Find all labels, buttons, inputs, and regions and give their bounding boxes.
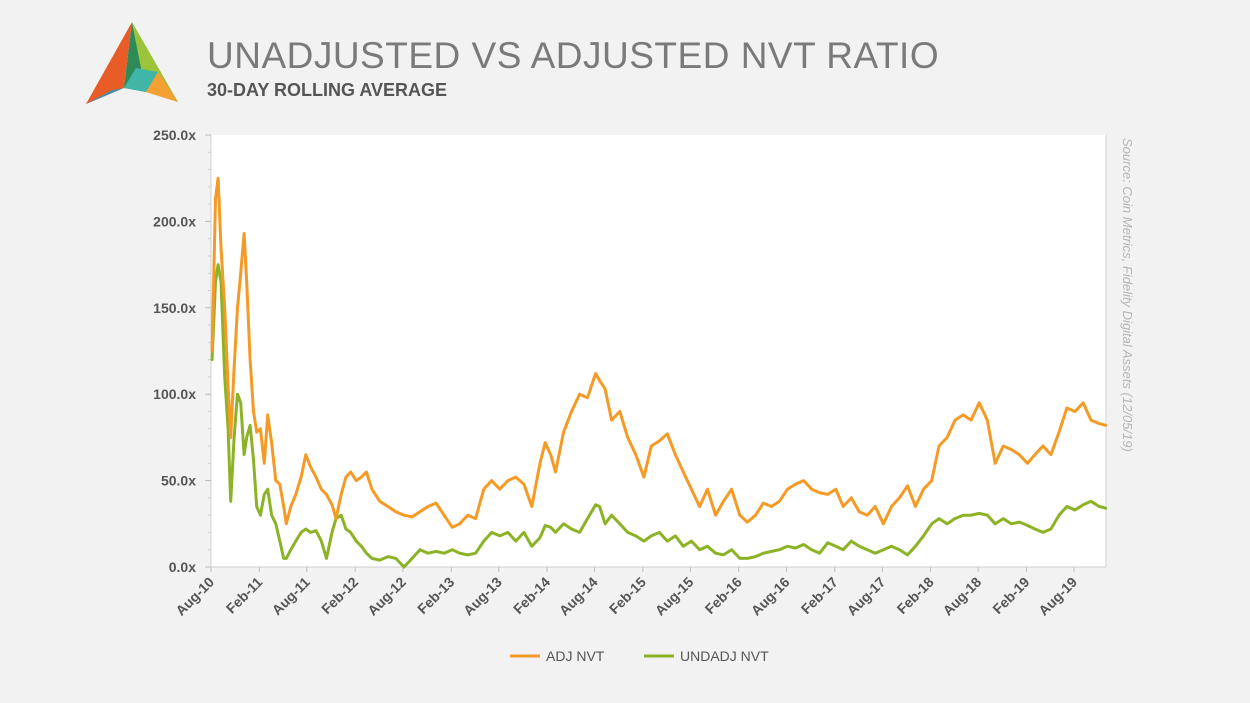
plot-area xyxy=(211,135,1106,567)
x-tick-label: Aug-17 xyxy=(844,574,889,619)
x-tick-label: Feb-11 xyxy=(223,574,266,617)
y-tick-label: 200.0x xyxy=(153,213,196,229)
y-tick-label: 150.0x xyxy=(153,300,196,316)
x-tick-label: Aug-10 xyxy=(172,574,217,619)
x-tick-label: Aug-14 xyxy=(556,574,601,619)
y-tick-label: 250.0x xyxy=(153,127,196,143)
y-tick-label: 50.0x xyxy=(161,473,196,489)
x-tick-label: Feb-15 xyxy=(606,574,649,617)
x-tick-label: Feb-17 xyxy=(798,574,841,617)
x-tick-label: Feb-16 xyxy=(702,574,745,617)
y-tick-label: 0.0x xyxy=(169,559,196,575)
adj-nvt-line xyxy=(210,176,1108,529)
x-tick-label: Aug-11 xyxy=(269,574,313,618)
x-tick-label: Feb-19 xyxy=(989,574,1032,617)
chart-subtitle: 30-DAY ROLLING AVERAGE xyxy=(207,80,448,100)
x-tick-label: Feb-12 xyxy=(318,574,361,617)
x-tick-label: Aug-13 xyxy=(460,574,505,619)
legend-label-undadj-nvt: UNDADJ NVT xyxy=(680,648,769,664)
company-logo xyxy=(86,22,178,104)
x-tick-label: Aug-15 xyxy=(652,574,697,619)
x-tick-label: Aug-18 xyxy=(939,574,984,619)
x-tick-label: Aug-12 xyxy=(364,574,409,619)
x-tick-label: Aug-19 xyxy=(1035,574,1080,619)
x-tick-label: Feb-18 xyxy=(894,574,937,617)
undadj-nvt-line xyxy=(210,263,1108,569)
chart-title: UNADJUSTED VS ADJUSTED NVT RATIO xyxy=(207,35,940,76)
x-tick-label: Aug-16 xyxy=(748,574,793,619)
source-note: Source: Coin Metrics, Fidelity Digital A… xyxy=(1120,138,1135,452)
x-tick-label: Feb-14 xyxy=(510,574,553,617)
y-tick-label: 100.0x xyxy=(153,386,196,402)
x-tick-label: Feb-13 xyxy=(414,574,457,617)
legend-label-adj-nvt: ADJ NVT xyxy=(546,648,605,664)
